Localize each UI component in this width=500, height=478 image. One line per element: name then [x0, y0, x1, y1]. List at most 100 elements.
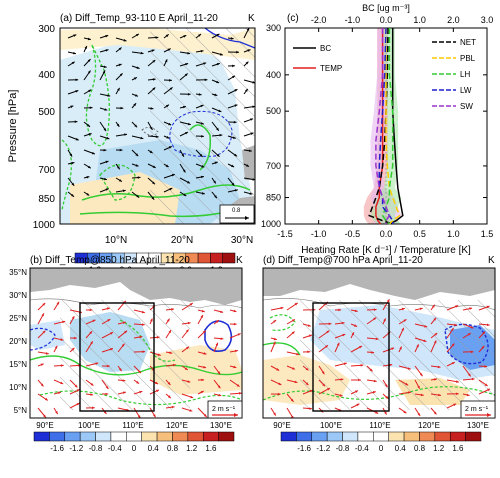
wind-arrow-head [218, 393, 222, 397]
map-x-tick-label: 110°E [369, 421, 390, 430]
wind-arrow-head [153, 414, 156, 418]
wind-arrow-head [358, 378, 361, 382]
wind-arrow-head [118, 368, 122, 372]
wind-arrow-head [219, 133, 223, 137]
colorbar-swatch [388, 431, 405, 442]
colorbar-label: -1.2 [69, 444, 83, 453]
panel-a-ytick: 300 [38, 24, 55, 35]
wind-arrow-head [292, 367, 295, 370]
wind-arrow-head [150, 127, 153, 130]
wind-arrow-head [118, 63, 122, 67]
panel-d-unit: K [488, 255, 495, 266]
wind-arrow-head [121, 343, 125, 347]
wind-arrow-head [290, 398, 294, 402]
wind-arrow-head [152, 60, 156, 63]
wind-arrow-head [233, 322, 237, 326]
wind-arrow-head [124, 133, 127, 136]
wind-arrow-head [183, 193, 187, 196]
wind-arrow-head [294, 302, 298, 306]
wind-arrow-head [245, 61, 249, 65]
wind-arrow-head [120, 106, 124, 110]
wind-arrow-head [136, 66, 140, 69]
map-x-tick-label: 130°E [210, 421, 232, 430]
colorbar-swatch [141, 431, 158, 442]
wind-arrow-head [152, 87, 156, 91]
wind-arrow-head [187, 380, 191, 383]
wind-arrow-head [169, 351, 173, 354]
wind-arrow-head [451, 362, 455, 365]
wind-arrow-head [321, 371, 325, 375]
colorbar-swatch [218, 431, 235, 442]
wind-arrow-head [117, 166, 120, 170]
wind-arrow-head [74, 384, 78, 388]
wind-arrow-head [309, 407, 312, 410]
colorbar-swatch [187, 431, 204, 442]
wind-arrow-head [437, 365, 441, 369]
wind-arrow-head [201, 309, 205, 313]
wind-arrow-head [456, 380, 459, 383]
colorbar-swatch [373, 431, 389, 442]
wind-arrow-head [187, 180, 190, 184]
wind-arrow-head [149, 150, 153, 154]
wind-arrow-head [183, 105, 186, 109]
wind-arrow-head [216, 34, 220, 37]
panel-b-xticks: 90°E 100°E 110°E 120°E 130°E [36, 421, 232, 430]
panel-d-green-1 [263, 342, 301, 356]
wind-arrow-head [87, 59, 91, 62]
wind-arrow-head [455, 305, 459, 308]
wind-arrow-head [487, 388, 491, 392]
wind-arrow-head [87, 37, 91, 41]
wind-arrow-head [234, 104, 238, 107]
colorbar-label: 1.2 [433, 444, 445, 453]
y-tick-label: 500 [266, 106, 281, 116]
map-y-tick-label: 10°N [9, 383, 27, 392]
wind-arrow-head [118, 179, 122, 182]
map-y-tick-label: 30°N [9, 291, 27, 300]
wind-arrow-head [105, 392, 109, 396]
panel-d-box [312, 302, 390, 412]
wind-arrow-head [401, 307, 405, 311]
panel-a-title: (a) Diff_Temp_93-110 E April_11-20 [60, 13, 218, 24]
map-y-tick-label: 25°N [9, 314, 27, 323]
wind-arrow-head [168, 146, 172, 149]
wind-arrow-head [238, 392, 242, 395]
wind-arrow-head [201, 165, 205, 168]
wind-arrow-head [87, 165, 91, 169]
wind-arrow-head [71, 61, 75, 65]
panel-b-yticks: 35°N 30°N 25°N 20°N 15°N 10°N 5°N [9, 268, 27, 415]
wind-arrow-head [151, 196, 155, 200]
wind-arrow-head [219, 53, 223, 56]
wind-arrow-head [336, 342, 340, 346]
wind-arrow-head [123, 391, 126, 394]
wind-arrow-head [424, 325, 428, 328]
legend-label: LW [460, 86, 472, 95]
wind-arrow-head [107, 364, 110, 368]
wind-arrow-head [482, 331, 486, 335]
wind-arrow-head [433, 317, 437, 321]
panel-b-cool-shading-2 [30, 320, 65, 350]
wind-arrow-head [232, 64, 235, 68]
wind-arrow-head [103, 65, 107, 68]
x2-tick-label: -2.0 [311, 15, 327, 25]
wind-arrow-head [214, 93, 218, 96]
colorbar-label: 0 [132, 444, 137, 453]
panel-a-blue-dashed [169, 110, 233, 157]
wind-arrow-head [73, 34, 77, 37]
x-tick-label: 1.5 [481, 229, 494, 239]
wind-arrow-head [307, 324, 311, 327]
x-tick-label: -1.5 [277, 229, 293, 239]
wind-arrow-head [75, 90, 79, 93]
panel-a-ytick: 500 [38, 107, 55, 118]
wind-arrow-head [399, 346, 402, 350]
colorbar-swatch [222, 252, 236, 264]
wind-arrow-head [62, 320, 66, 324]
wind-arrow-head [43, 414, 46, 418]
wind-arrow-head [103, 411, 107, 414]
colorbar-swatch [280, 431, 297, 442]
colorbar-swatch [79, 431, 96, 442]
x2-tick-label: 3.0 [481, 15, 494, 25]
wind-arrow-head [273, 412, 276, 416]
panel-b-unit: K [236, 255, 243, 266]
wind-arrow-head [453, 403, 457, 407]
